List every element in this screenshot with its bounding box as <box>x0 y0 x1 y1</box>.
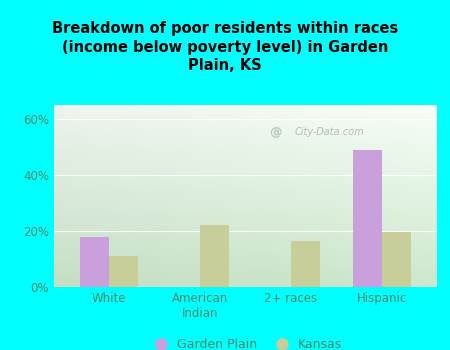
Text: @: @ <box>270 126 282 139</box>
Bar <box>80 237 108 287</box>
Bar <box>291 241 320 287</box>
Text: City-Data.com: City-Data.com <box>295 127 364 137</box>
Legend: Garden Plain, Kansas: Garden Plain, Kansas <box>143 333 347 350</box>
Bar <box>382 232 411 287</box>
Bar <box>200 225 229 287</box>
Bar <box>108 256 138 287</box>
Text: Breakdown of poor residents within races
(income below poverty level) in Garden
: Breakdown of poor residents within races… <box>52 21 398 73</box>
Bar <box>353 150 382 287</box>
